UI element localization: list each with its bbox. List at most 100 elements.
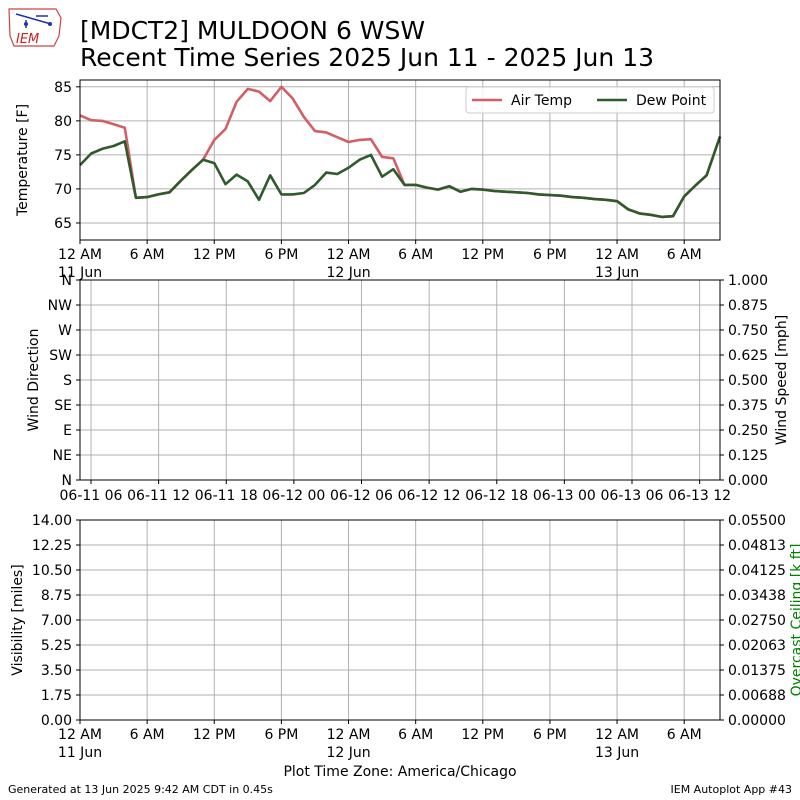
y-tick-label: 80: [54, 114, 72, 130]
y-right-tick-label: 0.04125: [728, 563, 786, 579]
y-right-tick-label: 0.04813: [728, 538, 786, 554]
x-axis-label: Plot Time Zone: America/Chicago: [283, 764, 516, 780]
panel-frame: [79, 79, 721, 241]
text-layer: 65 70 75 80 85 12 AM 11 Jun 6 AM 12 PM 6 PM 12 AM 1…: [10, 80, 800, 780]
panel-frame: [79, 279, 721, 481]
x-tick-label: 6 AM: [667, 247, 702, 263]
x-tick-label: 06-11 12: [127, 488, 190, 504]
page-subtitle: Recent Time Series 2025 Jun 11 - 2025 Ju…: [80, 43, 654, 72]
frame-layer: [76, 79, 724, 724]
x-tick-label: 12 AM: [327, 727, 371, 743]
y-tick-label: SW: [49, 348, 72, 364]
y-tick-label: W: [58, 323, 72, 339]
x-tick-sublabel: 12 Jun: [326, 265, 370, 281]
x-tick-label: 06-12 00: [262, 488, 325, 504]
series-line-dew-point: [79, 136, 722, 219]
x-tick-label: 06-11 18: [195, 488, 258, 504]
iem-logo: IEM: [6, 6, 66, 50]
footer-generated: Generated at 13 Jun 2025 9:42 AM CDT in …: [8, 783, 273, 796]
y-right-tick-label: 0.125: [728, 448, 768, 464]
y-tick-label: NW: [48, 298, 72, 314]
footer-app: IEM Autoplot App #43: [670, 783, 793, 796]
x-tick-label: 06-13 12: [668, 488, 731, 504]
data-layer: [79, 85, 722, 219]
x-tick-label: 12 AM: [58, 247, 102, 263]
x-tick-label: 6 PM: [264, 247, 298, 263]
panel-frame: [79, 519, 721, 721]
y-tick-label: 14.00: [32, 513, 72, 529]
y-tick-label: S: [63, 373, 72, 389]
y-tick-label: 1.75: [41, 688, 72, 704]
x-tick-label: 12 PM: [461, 247, 504, 263]
y-tick-label: N: [62, 273, 72, 289]
x-tick-sublabel: 11 Jun: [58, 745, 102, 761]
y-right-tick-label: 0.03438: [728, 588, 786, 604]
y-axis-label: Wind Direction: [26, 329, 42, 432]
x-tick-label: 06-12 18: [465, 488, 528, 504]
y-tick-label: 10.50: [32, 563, 72, 579]
x-tick-label: 6 PM: [533, 727, 567, 743]
y-tick-label: 65: [54, 216, 72, 232]
y-axis-label: Visibility [miles]: [10, 564, 26, 675]
y-axis-label: Temperature [F]: [15, 104, 31, 217]
y-right-tick-label: 0.00000: [728, 713, 786, 729]
y-axis-label-right: Overcast Ceiling [k ft]: [789, 544, 800, 697]
x-tick-label: 6 PM: [533, 247, 567, 263]
y-right-tick-label: 0.875: [728, 298, 768, 314]
x-tick-label: 06-12 12: [398, 488, 461, 504]
x-tick-label: 12 PM: [461, 727, 504, 743]
y-tick-label: 75: [54, 148, 72, 164]
x-tick-sublabel: 13 Jun: [595, 745, 639, 761]
x-tick-label: 06-13 06: [601, 488, 664, 504]
y-axis-label-right: Wind Speed [mph]: [774, 315, 790, 445]
x-tick-label: 12 AM: [595, 727, 639, 743]
y-tick-label: SE: [54, 398, 72, 414]
x-tick-label: 6 AM: [398, 727, 433, 743]
legend-label: Dew Point: [636, 93, 707, 109]
y-tick-label: 85: [54, 80, 72, 96]
x-tick-label: 6 AM: [667, 727, 702, 743]
y-tick-label: 7.00: [41, 613, 72, 629]
y-tick-label: 70: [54, 182, 72, 198]
x-tick-label: 06-13 00: [533, 488, 596, 504]
x-tick-label: 6 PM: [264, 727, 298, 743]
x-tick-sublabel: 12 Jun: [326, 745, 370, 761]
y-tick-label: 8.75: [41, 588, 72, 604]
x-tick-label: 12 AM: [595, 247, 639, 263]
x-tick-label: 12 AM: [58, 727, 102, 743]
y-right-tick-label: 0.00688: [728, 688, 786, 704]
iem-logo-text: IEM: [16, 32, 39, 47]
y-right-tick-label: 0.375: [728, 398, 768, 414]
y-right-tick-label: 0.05500: [728, 513, 786, 529]
x-tick-label: 12 AM: [327, 247, 371, 263]
y-tick-label: E: [63, 423, 72, 439]
x-tick-label: 6 AM: [130, 727, 165, 743]
y-right-tick-label: 0.02750: [728, 613, 786, 629]
x-tick-sublabel: 11 Jun: [58, 265, 102, 281]
y-tick-label: 12.25: [32, 538, 72, 554]
y-right-tick-label: 1.000: [728, 273, 768, 289]
x-tick-label: 12 PM: [193, 247, 236, 263]
legend-label: Air Temp: [511, 93, 572, 109]
x-tick-label: 6 AM: [130, 247, 165, 263]
y-right-tick-label: 0.02063: [728, 638, 786, 654]
x-tick-label: 06-12 06: [330, 488, 393, 504]
y-tick-label: 5.25: [41, 638, 72, 654]
y-right-tick-label: 0.625: [728, 348, 768, 364]
legend-box: [465, 86, 715, 114]
x-tick-label: 12 PM: [193, 727, 236, 743]
y-right-tick-label: 0.250: [728, 423, 768, 439]
x-tick-sublabel: 13 Jun: [595, 265, 639, 281]
y-tick-label: NE: [53, 448, 72, 464]
x-tick-label: 06-11 06: [60, 488, 123, 504]
y-tick-label: 0.00: [41, 713, 72, 729]
page-title: [MDCT2] MULDOON 6 WSW: [80, 16, 426, 45]
y-right-tick-label: 0.500: [728, 373, 768, 389]
x-tick-label: 6 AM: [398, 247, 433, 263]
y-tick-label: 3.50: [41, 663, 72, 679]
y-tick-label: N: [62, 473, 72, 489]
y-right-tick-label: 0.750: [728, 323, 768, 339]
y-right-tick-label: 0.01375: [728, 663, 786, 679]
y-right-tick-label: 0.000: [728, 473, 768, 489]
